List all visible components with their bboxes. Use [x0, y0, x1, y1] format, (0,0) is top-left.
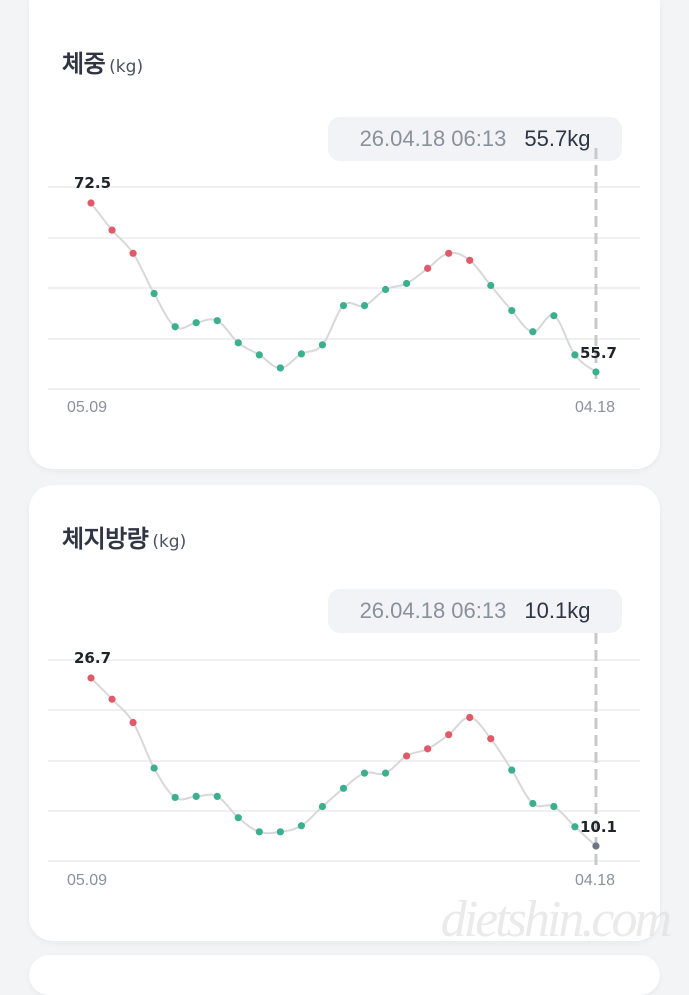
- data-point[interactable]: [276, 828, 284, 836]
- data-point[interactable]: [234, 339, 242, 347]
- data-point[interactable]: [360, 302, 369, 310]
- body-fat-tooltip-date: 26.04.18 06:13: [359, 598, 507, 623]
- weight-tooltip: 26.04.18 06:13 55.7kg: [328, 117, 622, 161]
- last-value-label: 55.7: [580, 344, 617, 362]
- data-point[interactable]: [424, 264, 432, 272]
- data-point[interactable]: [550, 802, 558, 811]
- data-point[interactable]: [171, 323, 179, 331]
- data-line: [90, 677, 597, 847]
- data-point[interactable]: [360, 769, 369, 777]
- data-point[interactable]: [571, 823, 579, 831]
- data-point[interactable]: [255, 828, 263, 836]
- body-fat-unit: (kg): [152, 532, 187, 552]
- body-fat-x-end-label: 04.18: [575, 872, 616, 889]
- watermark: dietshin.com: [440, 890, 672, 949]
- data-point[interactable]: [297, 350, 305, 358]
- data-point[interactable]: [592, 842, 600, 850]
- data-point[interactable]: [129, 249, 137, 257]
- data-point[interactable]: [150, 289, 158, 298]
- data-point[interactable]: [318, 802, 327, 811]
- data-point[interactable]: [108, 695, 116, 703]
- data-point[interactable]: [150, 764, 158, 772]
- data-point[interactable]: [487, 281, 495, 290]
- data-point[interactable]: [339, 784, 348, 792]
- body-fat-card: 체지방량 (kg) 26.04.18 06:13 10.1kg 26.7 10.1 …: [29, 485, 660, 941]
- weight-card: 체중 (kg) 26.04.18 06:13 55.7kg 72.5 55.7 05…: [29, 0, 660, 469]
- weight-title: 체중 (kg): [62, 44, 143, 79]
- data-point[interactable]: [571, 351, 579, 359]
- data-point[interactable]: [508, 766, 516, 774]
- data-point[interactable]: [550, 312, 558, 320]
- weight-tooltip-value: 55.7kg: [524, 126, 591, 151]
- first-value-label: 72.5: [74, 174, 111, 192]
- data-point[interactable]: [424, 745, 432, 753]
- data-point[interactable]: [381, 769, 390, 777]
- data-point[interactable]: [192, 319, 200, 327]
- data-point[interactable]: [445, 731, 453, 739]
- data-point[interactable]: [192, 792, 200, 801]
- data-point[interactable]: [318, 341, 327, 349]
- data-point[interactable]: [276, 364, 284, 372]
- data-point[interactable]: [466, 713, 474, 722]
- data-point[interactable]: [213, 792, 221, 801]
- body-fat-x-start-label: 05.09: [67, 872, 108, 889]
- data-point[interactable]: [508, 307, 516, 315]
- data-point[interactable]: [129, 718, 137, 727]
- body-fat-title-text: 체지방량: [62, 525, 149, 553]
- weight-unit: (kg): [109, 57, 144, 77]
- data-point[interactable]: [487, 735, 495, 743]
- last-value-label: 10.1: [580, 818, 617, 836]
- data-point[interactable]: [403, 279, 411, 288]
- weight-x-start-label: 05.09: [67, 399, 108, 416]
- data-point[interactable]: [171, 793, 179, 802]
- weight-tooltip-date: 26.04.18 06:13: [359, 126, 507, 151]
- data-point[interactable]: [87, 674, 95, 682]
- body-fat-line-chart[interactable]: 26.7 10.1: [29, 485, 660, 941]
- data-point[interactable]: [255, 351, 263, 359]
- data-point[interactable]: [339, 302, 348, 310]
- data-point[interactable]: [234, 814, 242, 822]
- data-point[interactable]: [466, 256, 474, 264]
- next-card: [29, 955, 660, 995]
- data-point[interactable]: [529, 799, 537, 808]
- watermark-text: dietshin.com: [440, 891, 672, 948]
- weight-x-end-label: 04.18: [575, 399, 616, 416]
- weight-line-chart[interactable]: 72.5 55.7: [29, 0, 660, 469]
- first-value-label: 26.7: [74, 649, 111, 667]
- weight-title-text: 체중: [62, 50, 106, 78]
- body-fat-tooltip-value: 10.1kg: [524, 598, 591, 623]
- data-point[interactable]: [592, 368, 600, 376]
- data-point[interactable]: [108, 226, 116, 234]
- data-point[interactable]: [87, 199, 95, 207]
- body-fat-title: 체지방량 (kg): [62, 519, 186, 554]
- data-point[interactable]: [297, 822, 305, 830]
- body-fat-tooltip: 26.04.18 06:13 10.1kg: [328, 589, 622, 633]
- data-point[interactable]: [213, 317, 221, 325]
- data-point[interactable]: [445, 249, 453, 257]
- data-point[interactable]: [381, 285, 390, 294]
- data-point[interactable]: [403, 752, 411, 760]
- data-point[interactable]: [529, 328, 537, 336]
